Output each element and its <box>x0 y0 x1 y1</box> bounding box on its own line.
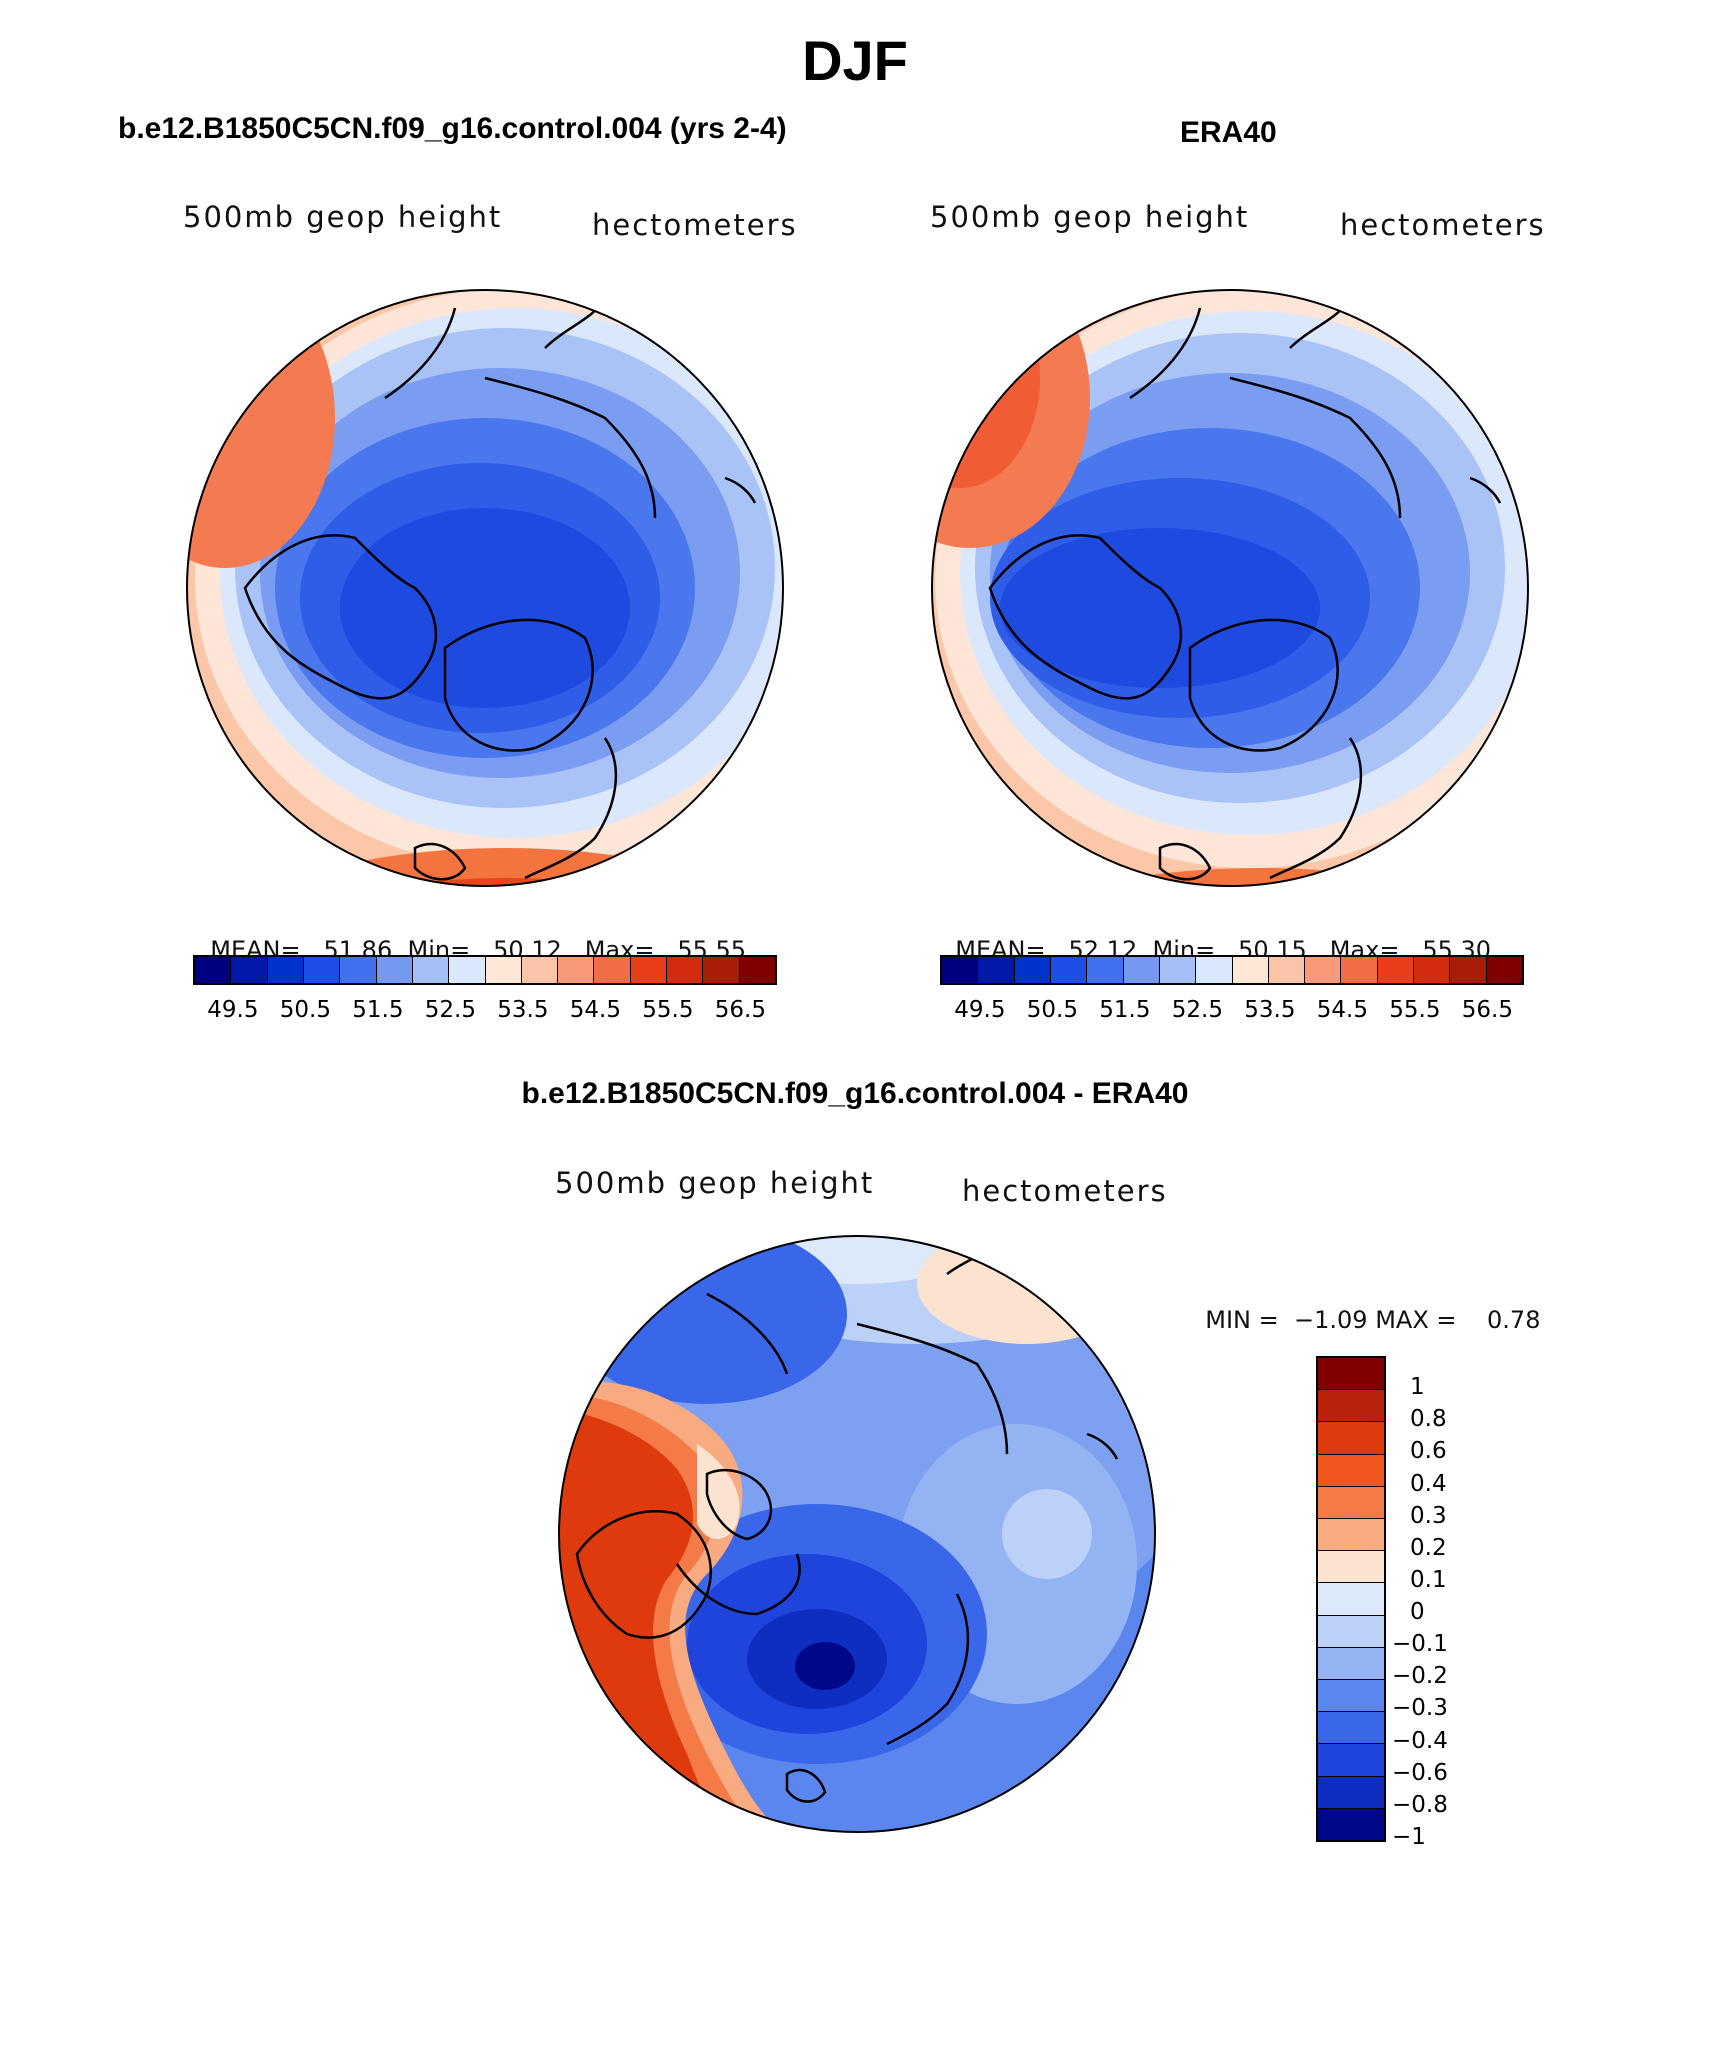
colorbar-tick-label: 0.6 <box>1410 1438 1447 1465</box>
colorbar-swatch <box>303 957 341 983</box>
colorbar-swatch <box>195 957 232 983</box>
colorbar-tick-label: −0.6 <box>1392 1759 1448 1786</box>
colorbar-tick-label: −0.4 <box>1392 1727 1448 1754</box>
colorbar-tick-label: 0.1 <box>1410 1566 1447 1593</box>
colorbar-swatch <box>1341 957 1378 983</box>
colorbar-swatch <box>1318 1551 1384 1584</box>
colorbar-swatch <box>1377 957 1415 983</box>
colorbar-swatch <box>1318 1422 1384 1455</box>
colorbar-swatch <box>1318 1744 1384 1777</box>
colorbar-swatch <box>1318 1358 1384 1391</box>
colorbar-tick-label: −0.2 <box>1392 1663 1448 1690</box>
colorbar-tick-label: 54.5 <box>1316 997 1368 1023</box>
colorbar-swatch <box>1305 957 1342 983</box>
colorbar-swatch <box>558 957 595 983</box>
diff-polar-map <box>558 1235 1156 1833</box>
colorbar-tick-label: 51.5 <box>352 997 404 1023</box>
colorbar-swatch <box>1318 1454 1384 1487</box>
colorbar-swatch <box>703 957 740 983</box>
obs-field-label: 500mb geop height <box>930 200 1250 234</box>
colorbar-tick-label: −0.1 <box>1392 1631 1448 1658</box>
obs-panel-title: ERA40 <box>1180 116 1277 149</box>
colorbar-swatch <box>485 957 522 983</box>
colorbar-swatch <box>739 957 775 983</box>
colorbar-swatch <box>1318 1390 1384 1423</box>
colorbar-swatch <box>978 957 1015 983</box>
model-panel-title: b.e12.B1850C5CN.f09_g16.control.004 (yrs… <box>118 112 787 145</box>
colorbar-swatch <box>1318 1519 1384 1552</box>
colorbar-swatch <box>1318 1486 1384 1520</box>
diff-max-label: MAX = <box>1375 1306 1457 1334</box>
colorbar-tick-label: −0.3 <box>1392 1695 1448 1722</box>
colorbar-swatch <box>231 957 268 983</box>
colorbar-swatch <box>449 957 486 983</box>
colorbar-swatch <box>594 957 631 983</box>
colorbar-swatch <box>1196 957 1233 983</box>
obs-units-label: hectometers <box>1340 208 1546 242</box>
colorbar-swatch <box>1050 957 1088 983</box>
colorbar-swatch <box>1318 1583 1384 1616</box>
colorbar-tick-label: 53.5 <box>497 997 549 1023</box>
colorbar-tick-label: 49.5 <box>954 997 1006 1023</box>
diff-min-value: −1.09 <box>1294 1306 1368 1334</box>
diff-colorbar <box>1316 1356 1386 1842</box>
colorbar-swatch <box>267 957 304 983</box>
colorbar-swatch <box>1123 957 1160 983</box>
colorbar-tick-label: 52.5 <box>424 997 476 1023</box>
colorbar-swatch <box>1318 1680 1384 1713</box>
colorbar-tick-label: 55.5 <box>1389 997 1441 1023</box>
diff-units-label: hectometers <box>962 1174 1168 1208</box>
colorbar-swatch <box>1318 1615 1384 1648</box>
colorbar-swatch <box>1268 957 1306 983</box>
colorbar-swatch <box>1450 957 1487 983</box>
colorbar-swatch <box>340 957 377 983</box>
colorbar-swatch <box>1087 957 1124 983</box>
colorbar-tick-label: 0.2 <box>1410 1534 1447 1561</box>
colorbar-tick-label: 55.5 <box>642 997 694 1023</box>
colorbar-tick-label: 50.5 <box>279 997 331 1023</box>
colorbar-swatch <box>667 957 704 983</box>
colorbar-tick-label: 0.4 <box>1410 1470 1447 1497</box>
colorbar-tick-label: 52.5 <box>1171 997 1223 1023</box>
colorbar-swatch <box>1159 957 1197 983</box>
diff-min-label: MIN = <box>1205 1306 1279 1334</box>
obs-colorbar <box>940 955 1524 985</box>
colorbar-swatch <box>630 957 668 983</box>
colorbar-tick-label: 56.5 <box>714 997 766 1023</box>
colorbar-tick-label: 0.8 <box>1410 1406 1447 1433</box>
colorbar-swatch <box>1318 1712 1384 1745</box>
colorbar-tick-label: −1 <box>1392 1824 1426 1850</box>
colorbar-swatch <box>1318 1647 1384 1681</box>
colorbar-swatch <box>1014 957 1051 983</box>
model-field-label: 500mb geop height <box>183 200 503 234</box>
model-colorbar <box>193 955 777 985</box>
diff-field-label: 500mb geop height <box>555 1166 875 1200</box>
colorbar-tick-label: 1 <box>1410 1374 1425 1401</box>
obs-polar-map <box>931 289 1529 887</box>
colorbar-tick-label: 51.5 <box>1099 997 1151 1023</box>
model-polar-map <box>186 289 784 887</box>
colorbar-swatch <box>1232 957 1269 983</box>
colorbar-tick-label: 50.5 <box>1026 997 1078 1023</box>
colorbar-swatch <box>1486 957 1522 983</box>
colorbar-swatch <box>521 957 559 983</box>
colorbar-tick-label: −0.8 <box>1392 1791 1448 1818</box>
colorbar-tick-label: 56.5 <box>1461 997 1513 1023</box>
diff-stats: MIN = −1.09 MAX = 0.78 <box>1190 1278 1540 1334</box>
colorbar-tick-label: 54.5 <box>569 997 621 1023</box>
colorbar-swatch <box>376 957 413 983</box>
colorbar-tick-label: 49.5 <box>207 997 259 1023</box>
colorbar-swatch <box>1318 1776 1384 1809</box>
colorbar-swatch <box>412 957 450 983</box>
figure-title: DJF <box>802 29 908 92</box>
model-units-label: hectometers <box>592 208 798 242</box>
colorbar-tick-label: 53.5 <box>1244 997 1296 1023</box>
colorbar-swatch <box>1318 1808 1384 1841</box>
diff-max-value: 0.78 <box>1487 1306 1541 1334</box>
diff-panel-title: b.e12.B1850C5CN.f09_g16.control.004 - ER… <box>521 1077 1189 1110</box>
colorbar-tick-label: 0.3 <box>1410 1502 1447 1529</box>
colorbar-tick-label: 0 <box>1410 1599 1425 1626</box>
colorbar-swatch <box>1414 957 1451 983</box>
colorbar-swatch <box>942 957 979 983</box>
